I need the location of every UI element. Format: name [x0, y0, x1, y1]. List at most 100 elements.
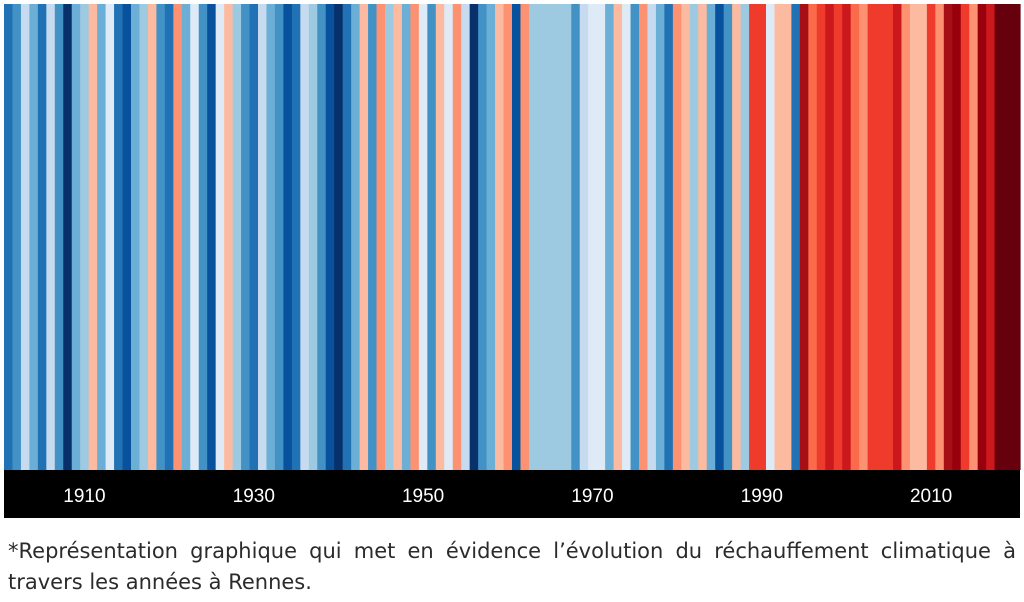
x-tick-labels: 1910 1930 1950 1970 1990 2010 — [63, 486, 952, 507]
stripe-1959 — [495, 4, 505, 470]
stripe-1991 — [766, 4, 776, 470]
stripe-1972 — [605, 4, 615, 470]
stripe-1946 — [385, 4, 395, 470]
stripe-1985 — [715, 4, 725, 470]
stripe-2020 — [1011, 4, 1021, 470]
warming-stripes-chart: 1910 1930 1950 1970 1990 2010 — [4, 4, 1021, 518]
stripes-group — [4, 4, 1021, 470]
stripe-1953 — [444, 4, 454, 470]
stripe-1957 — [478, 4, 488, 470]
stripe-1944 — [368, 4, 378, 470]
stripe-1923 — [190, 4, 200, 470]
x-tick-label: 2010 — [910, 486, 952, 507]
stripe-1924 — [198, 4, 208, 470]
stripe-2016 — [977, 4, 987, 470]
x-axis-bar — [4, 470, 1020, 518]
stripe-1962 — [520, 4, 530, 470]
x-tick-label: 1990 — [741, 486, 783, 507]
stripe-1901 — [4, 4, 14, 470]
stripe-1933 — [274, 4, 284, 470]
stripe-2011 — [935, 4, 945, 470]
stripe-2017 — [986, 4, 996, 470]
stripe-1952 — [435, 4, 445, 470]
stripe-2000 — [842, 4, 852, 470]
stripe-1992 — [774, 4, 784, 470]
stripe-1966 — [554, 4, 564, 470]
stripe-1971 — [596, 4, 606, 470]
stripe-1905 — [37, 4, 47, 470]
stripe-2009 — [918, 4, 928, 470]
stripe-1995 — [799, 4, 809, 470]
stripe-1982 — [689, 4, 699, 470]
stripe-1956 — [469, 4, 479, 470]
stripe-1940 — [334, 4, 344, 470]
stripe-1912 — [97, 4, 107, 470]
stripe-1989 — [749, 4, 759, 470]
stripe-1994 — [791, 4, 801, 470]
stripe-1986 — [723, 4, 733, 470]
stripe-1979 — [664, 4, 674, 470]
stripe-1980 — [672, 4, 682, 470]
stripe-2007 — [901, 4, 911, 470]
stripe-1909 — [71, 4, 81, 470]
stripe-1903 — [20, 4, 30, 470]
stripe-1997 — [816, 4, 826, 470]
stripe-2010 — [926, 4, 936, 470]
stripe-1950 — [418, 4, 428, 470]
stripe-1970 — [588, 4, 598, 470]
stripe-1928 — [232, 4, 242, 470]
stripe-1964 — [537, 4, 547, 470]
stripe-1926 — [215, 4, 225, 470]
stripe-1983 — [698, 4, 708, 470]
stripe-1913 — [105, 4, 115, 470]
stripe-1939 — [325, 4, 335, 470]
stripe-1977 — [647, 4, 657, 470]
stripe-1935 — [291, 4, 301, 470]
stripe-1974 — [622, 4, 632, 470]
stripe-1915 — [122, 4, 132, 470]
stripe-1967 — [562, 4, 572, 470]
stripe-1968 — [571, 4, 581, 470]
stripe-1902 — [12, 4, 22, 470]
stripe-1930 — [249, 4, 259, 470]
stripe-1988 — [740, 4, 750, 470]
stripe-1955 — [461, 4, 471, 470]
stripe-2015 — [969, 4, 979, 470]
stripe-1908 — [63, 4, 73, 470]
stripe-1984 — [706, 4, 716, 470]
stripe-1925 — [207, 4, 217, 470]
stripe-1960 — [503, 4, 513, 470]
x-tick-label: 1930 — [233, 486, 275, 507]
stripe-2019 — [1003, 4, 1013, 470]
stripe-1993 — [782, 4, 792, 470]
stripe-1922 — [181, 4, 191, 470]
stripe-1931 — [258, 4, 268, 470]
stripe-1911 — [88, 4, 98, 470]
x-tick-label: 1950 — [402, 486, 444, 507]
stripe-1941 — [342, 4, 352, 470]
stripe-1996 — [808, 4, 818, 470]
stripe-1954 — [452, 4, 462, 470]
stripe-1963 — [528, 4, 538, 470]
stripe-1918 — [147, 4, 157, 470]
caption-text: *Représentation graphique qui met en évi… — [8, 539, 1016, 594]
stripe-2003 — [867, 4, 877, 470]
x-tick-label: 1970 — [571, 486, 613, 507]
stripe-2001 — [850, 4, 860, 470]
stripe-1927 — [224, 4, 234, 470]
stripe-1947 — [393, 4, 403, 470]
stripe-1917 — [139, 4, 149, 470]
stripe-1958 — [486, 4, 496, 470]
stripe-2005 — [884, 4, 894, 470]
stripe-1961 — [512, 4, 522, 470]
stripe-1904 — [29, 4, 39, 470]
x-tick-label: 1910 — [63, 486, 105, 507]
stripe-2014 — [960, 4, 970, 470]
stripe-1999 — [833, 4, 843, 470]
stripe-2013 — [952, 4, 962, 470]
stripe-1919 — [156, 4, 166, 470]
stripe-2012 — [943, 4, 953, 470]
stripe-1990 — [757, 4, 767, 470]
stripe-1973 — [613, 4, 623, 470]
stripe-1929 — [241, 4, 251, 470]
